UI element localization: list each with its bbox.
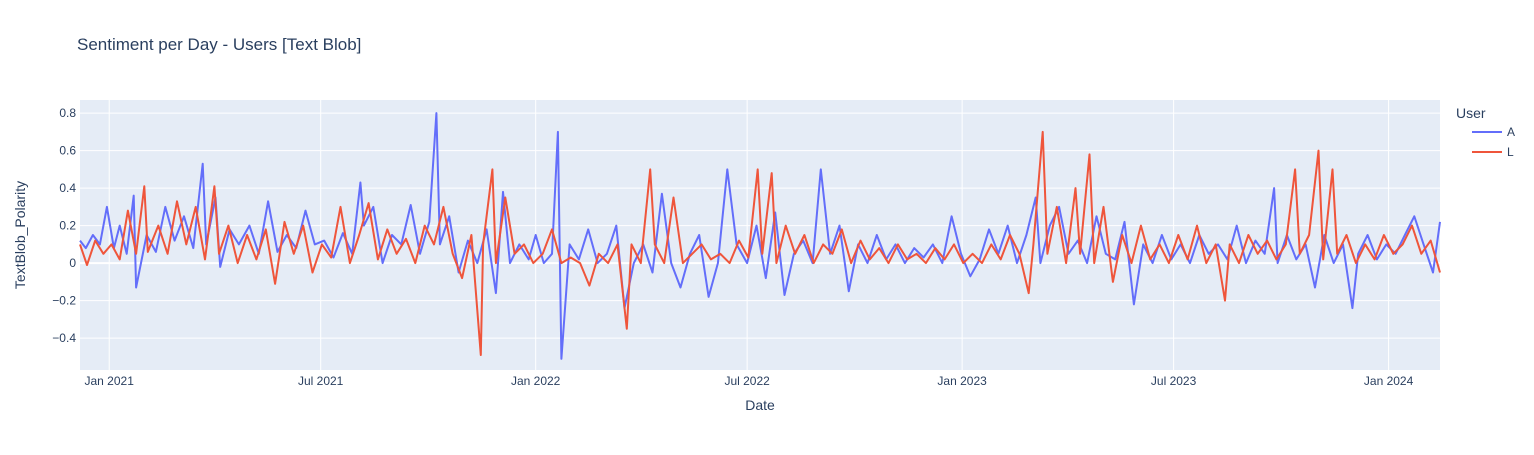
series-line-l[interactable] [79,130,1441,356]
legend: User A L [1456,105,1515,159]
legend-label-a: A [1507,125,1515,139]
x-tick-label: Jan 2023 [937,374,987,388]
y-tick-label: 0.8 [59,106,76,120]
x-tick-label: Jan 2024 [1364,374,1414,388]
y-tick-label: 0 [69,256,76,270]
tick-labels: −0.4 −0.2 0 0.2 0.4 0.6 0.8 Jan 2021 Jul 2021 Jan… [52,106,1413,388]
x-tick-label: Jul 2023 [1151,374,1197,388]
plot-area [80,100,1440,370]
series-line-a[interactable] [79,112,1441,360]
series-group [79,112,1441,360]
legend-title: User [1456,105,1486,121]
y-tick-label: 0.4 [59,181,76,195]
y-tick-label: 0.2 [59,219,76,233]
x-tick-label: Jul 2021 [298,374,344,388]
chart-title: Sentiment per Day - Users [Text Blob] [77,35,361,54]
x-tick-label: Jan 2021 [85,374,135,388]
x-axis-title: Date [745,397,775,413]
legend-label-l: L [1507,145,1514,159]
legend-item-l[interactable]: L [1472,145,1514,159]
x-tick-label: Jan 2022 [511,374,561,388]
x-tick-label: Jul 2022 [724,374,770,388]
y-tick-label: 0.6 [59,144,76,158]
y-tick-label: −0.2 [52,294,76,308]
y-axis-title: TextBlob_Polarity [12,181,28,289]
y-tick-label: −0.4 [52,331,76,345]
legend-item-a[interactable]: A [1472,125,1515,139]
